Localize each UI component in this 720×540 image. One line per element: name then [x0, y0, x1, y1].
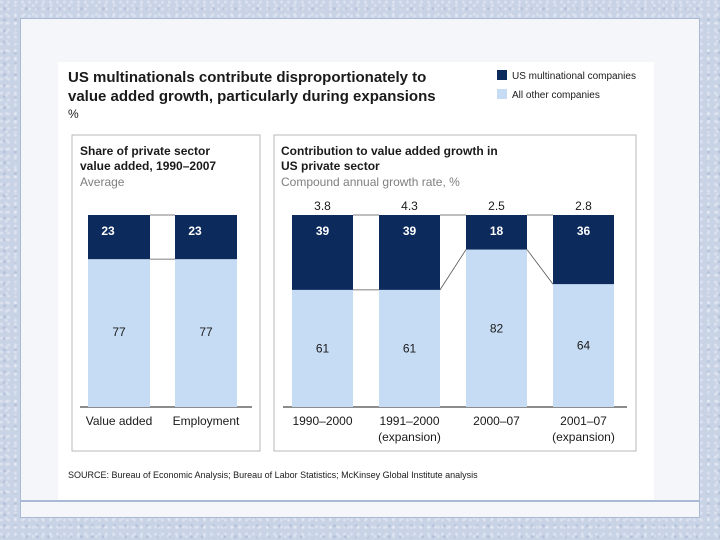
bar-other-0-value-added — [88, 259, 150, 407]
connector-mid-1-2 — [526, 249, 554, 285]
total-label-1991-2000-expansion: 4.3 — [401, 199, 418, 213]
bar-multinational-1-1991-2000-expansion — [379, 215, 440, 290]
category-label-1-1990-2000: 1990–2000 — [292, 414, 352, 428]
category-sublabel-1-1991-2000-expansion: (expansion) — [378, 430, 441, 444]
total-label-2000-07: 2.5 — [488, 199, 505, 213]
value-label-other-0-employment: 77 — [199, 325, 213, 339]
legend-label-multinational: US multinational companies — [512, 71, 636, 82]
left-panel-title-line1: Share of private sector — [80, 144, 210, 158]
bar-multinational-1-1990-2000 — [292, 215, 353, 290]
category-label-1-2001-07-expansion: 2001–07 — [560, 414, 607, 428]
total-label-1990-2000: 3.8 — [314, 199, 331, 213]
category-label-0-value-added: Value added — [86, 414, 153, 428]
category-label-0-employment: Employment — [173, 414, 240, 428]
value-label-multinational-1-2000-07: 18 — [490, 224, 504, 238]
value-label-other-1-1991-2000-expansion: 61 — [403, 341, 417, 355]
legend-swatch-other — [497, 89, 507, 99]
value-label-other-0-value-added: 77 — [112, 325, 126, 339]
category-label-1-2000-07: 2000–07 — [473, 414, 520, 428]
source-note: SOURCE: Bureau of Economic Analysis; Bur… — [68, 470, 478, 480]
category-label-1-1991-2000-expansion: 1991–2000 — [379, 414, 439, 428]
value-label-multinational-1-2001-07-expansion: 36 — [577, 224, 591, 238]
left-panel-title-line2: value added, 1990–2007 — [80, 159, 216, 173]
slide-divider — [20, 500, 700, 502]
value-label-other-1-2000-07: 82 — [490, 321, 504, 335]
legend-swatch-multinational — [497, 70, 507, 80]
legend-label-other: All other companies — [512, 90, 600, 101]
value-label-other-1-1990-2000: 61 — [316, 341, 330, 355]
value-label-multinational-0-value-added: 23 — [101, 224, 115, 238]
chart-title-line2: value added growth, particularly during … — [68, 88, 436, 105]
right-panel-frame — [273, 134, 637, 452]
right-panel-title-line1: Contribution to value added growth in — [281, 144, 498, 158]
bar-other-1-1991-2000-expansion — [379, 289, 440, 407]
value-label-multinational-0-employment: 23 — [188, 224, 202, 238]
value-label-multinational-1-1991-2000-expansion: 39 — [403, 224, 417, 238]
chart-title-line1: US multinationals contribute disproporti… — [68, 69, 426, 86]
category-sublabel-1-2001-07-expansion: (expansion) — [552, 430, 615, 444]
bar-other-1-1990-2000 — [292, 289, 353, 407]
value-label-multinational-1-1990-2000: 39 — [316, 224, 330, 238]
right-panel-subtitle: Compound annual growth rate, % — [281, 175, 460, 189]
connector-mid-1-1 — [439, 249, 467, 291]
bar-other-1-2000-07 — [466, 249, 527, 407]
bar-multinational-0-employment — [175, 215, 237, 260]
unit-label: % — [68, 107, 79, 121]
left-panel-frame — [71, 134, 261, 452]
bar-multinational-0-value-added — [88, 215, 150, 260]
left-panel-subtitle: Average — [80, 175, 125, 189]
right-panel-title-line2: US private sector — [281, 159, 380, 173]
bar-other-1-2001-07-expansion — [553, 284, 614, 407]
bar-other-0-employment — [175, 259, 237, 407]
bar-multinational-1-2001-07-expansion — [553, 215, 614, 285]
bar-multinational-1-2000-07 — [466, 215, 527, 250]
total-label-2001-07-expansion: 2.8 — [575, 199, 592, 213]
value-label-other-1-2001-07-expansion: 64 — [577, 339, 591, 353]
